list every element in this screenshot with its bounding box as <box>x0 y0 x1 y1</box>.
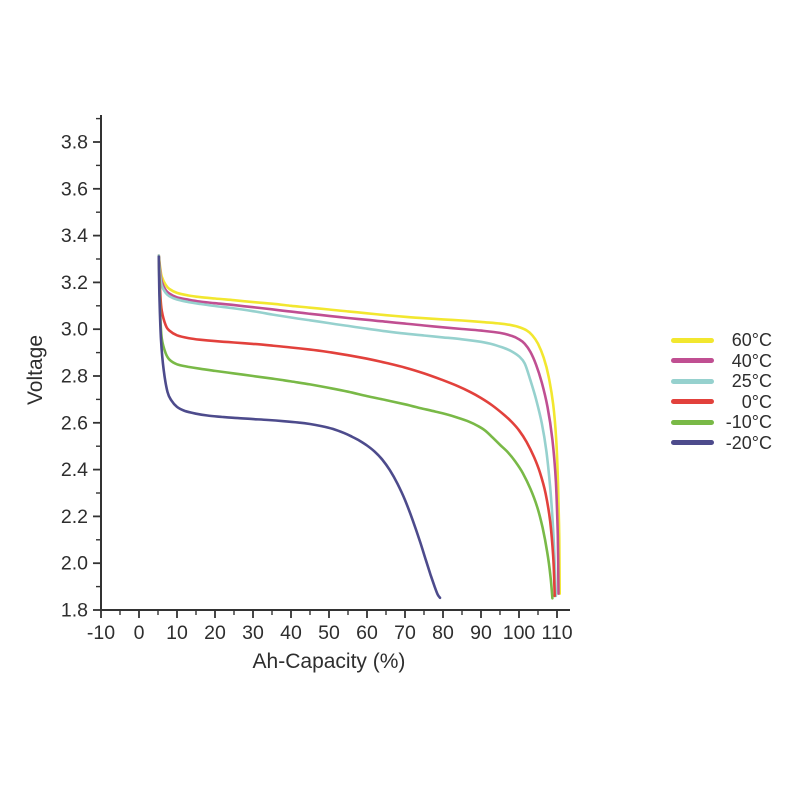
x-tick-label: 100 <box>503 622 536 644</box>
legend-label-25c: 25°C <box>731 371 772 392</box>
legend-row--20c: -20°C <box>671 433 772 454</box>
x-tick-label: 50 <box>318 622 340 644</box>
legend-swatch-40c <box>671 358 714 364</box>
y-tick-label: 2.6 <box>61 412 88 434</box>
x-tick-label: 40 <box>280 622 302 644</box>
legend-label--20c: -20°C <box>725 432 772 453</box>
legend-swatch--10c <box>671 419 714 425</box>
legend-row--10c: -10°C <box>671 412 772 433</box>
legend-row-0c: 0°C <box>671 392 772 413</box>
series-path-0c <box>157 255 556 598</box>
chart-legend: 60°C 40°C 25°C 0°C -10°C -20°C <box>671 330 772 453</box>
legend-row-60c: 60°C <box>671 330 772 351</box>
y-tick-label: 3.4 <box>61 225 88 247</box>
series-path--10c <box>157 255 554 600</box>
x-tick-label: 30 <box>242 622 264 644</box>
legend-swatch-0c <box>671 399 714 405</box>
x-axis-title: Ah-Capacity (%) <box>252 650 406 673</box>
series-path-60c <box>157 254 561 595</box>
legend-row-25c: 25°C <box>671 371 772 392</box>
legend-swatch--20c <box>671 440 714 446</box>
x-tick-label: 110 <box>541 622 572 644</box>
y-tick-label: 3.0 <box>61 319 88 341</box>
series-path-40c <box>157 254 560 595</box>
series-path--20c <box>157 255 442 600</box>
series-path-25c <box>157 254 558 598</box>
legend-label-60c: 60°C <box>731 330 772 351</box>
y-tick-label: 2.4 <box>61 459 88 481</box>
x-tick-label: 10 <box>166 622 188 644</box>
x-tick-label: -10 <box>87 622 115 644</box>
legend-label-0c: 0°C <box>741 391 772 412</box>
x-tick-label: 80 <box>432 622 454 644</box>
y-tick-label: 2.8 <box>61 366 88 388</box>
x-tick-label: 90 <box>470 622 492 644</box>
legend-row-40c: 40°C <box>671 351 772 372</box>
y-tick-label: 2.0 <box>61 553 88 575</box>
x-tick-label: 0 <box>134 622 145 644</box>
legend-swatch-25c <box>671 378 714 384</box>
legend-label--10c: -10°C <box>725 412 772 433</box>
y-tick-label: 1.8 <box>61 600 88 622</box>
x-tick-label: 70 <box>394 622 416 644</box>
y-tick-label: 3.8 <box>61 132 88 154</box>
x-tick-label: 20 <box>204 622 226 644</box>
y-tick-label: 3.6 <box>61 178 88 200</box>
y-tick-label: 2.2 <box>61 506 88 528</box>
y-tick-label: 3.2 <box>61 272 88 294</box>
x-tick-label: 60 <box>356 622 378 644</box>
y-axis-title: Voltage <box>24 334 47 406</box>
legend-swatch-60c <box>671 337 714 343</box>
legend-label-40c: 40°C <box>731 350 772 371</box>
